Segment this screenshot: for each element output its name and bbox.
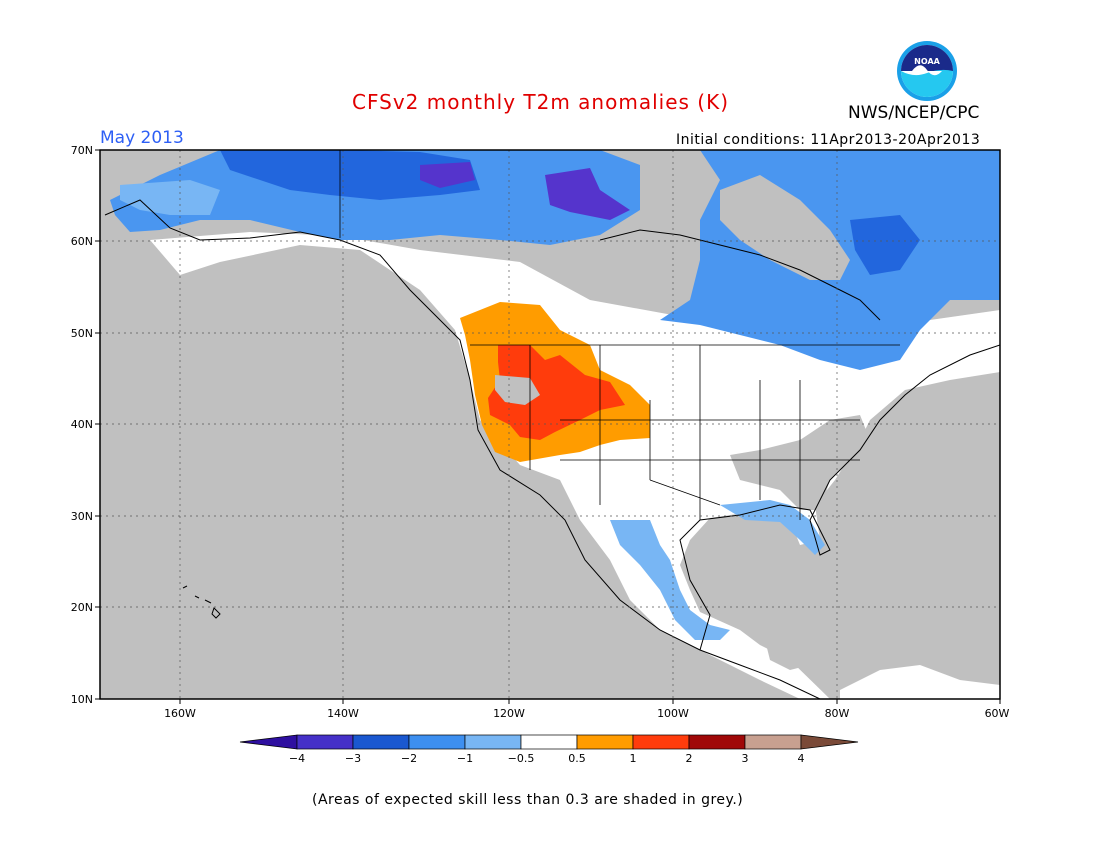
lat-label: 20N	[71, 601, 93, 614]
colorbar-segment	[576, 734, 634, 750]
colorbar-segment	[688, 734, 746, 750]
skill-note: (Areas of expected skill less than 0.3 a…	[312, 792, 744, 808]
lat-label: 30N	[71, 510, 93, 523]
initial-conditions: Initial conditions: 11Apr2013-20Apr2013	[676, 132, 981, 148]
northwest-hot	[488, 345, 625, 440]
central-america-grey	[765, 640, 810, 670]
colorbar-label: −2	[401, 752, 417, 765]
strong-cold-2	[545, 168, 630, 220]
lat-label: 70N	[71, 144, 93, 157]
strong-cold	[420, 162, 475, 188]
noaa-logo-text: NOAA	[914, 57, 940, 66]
lon-label: 140W	[327, 707, 359, 720]
lon-label: 160W	[164, 707, 196, 720]
colorbar-label: −0.5	[508, 752, 535, 765]
colorbar-segment	[800, 734, 859, 750]
colorbar-segment	[520, 734, 578, 750]
colorbar-segment	[464, 734, 522, 750]
land-north-america	[150, 232, 1000, 699]
colorbar-segment	[239, 734, 298, 750]
map-title: CFSv2 monthly T2m anomalies (K)	[352, 90, 729, 114]
colorbar-segment	[408, 734, 466, 750]
lat-label: 40N	[71, 418, 93, 431]
great-basin-grey	[495, 375, 540, 405]
land-caribbean	[840, 665, 1000, 699]
lat-label: 50N	[71, 327, 93, 340]
colorbar-label: 3	[742, 752, 749, 765]
forecast-month: May 2013	[100, 128, 184, 148]
colorbar-segment	[744, 734, 802, 750]
colorbar-label: 2	[686, 752, 693, 765]
colorbar-label: −3	[345, 752, 361, 765]
lat-label: 60N	[71, 235, 93, 248]
hawaii	[182, 585, 221, 619]
colorbar-label: 0.5	[568, 752, 586, 765]
lon-label: 60W	[985, 707, 1010, 720]
eastern-canada-grey	[720, 175, 850, 280]
colorbar-label: 1	[630, 752, 637, 765]
agency-label: NWS/NCEP/CPC	[848, 103, 980, 123]
lon-label: 80W	[825, 707, 850, 720]
colorbar-segment	[296, 734, 354, 750]
alaska-west-cold	[120, 180, 220, 215]
high-arctic-grey	[640, 150, 720, 230]
colorbar-segment	[352, 734, 410, 750]
arctic-canada-cold	[220, 150, 480, 200]
colorbar-label: −4	[289, 752, 305, 765]
colorbar: −4 −3 −2 −1 −0.5 0.5 1 2 3 4	[239, 734, 859, 765]
lon-label: 120W	[493, 707, 525, 720]
lon-label: 100W	[657, 707, 689, 720]
colorbar-segment	[632, 734, 690, 750]
colorbar-label: 4	[798, 752, 805, 765]
labrador-cold-dark	[850, 215, 920, 275]
lat-label: 10N	[71, 693, 93, 706]
colorbar-label: −1	[457, 752, 473, 765]
noaa-logo-icon: NOAA	[897, 41, 957, 101]
axis-ticks	[95, 149, 1001, 704]
boundaries	[339, 150, 900, 520]
graticule	[100, 150, 1000, 699]
mexico-cool	[610, 520, 730, 640]
